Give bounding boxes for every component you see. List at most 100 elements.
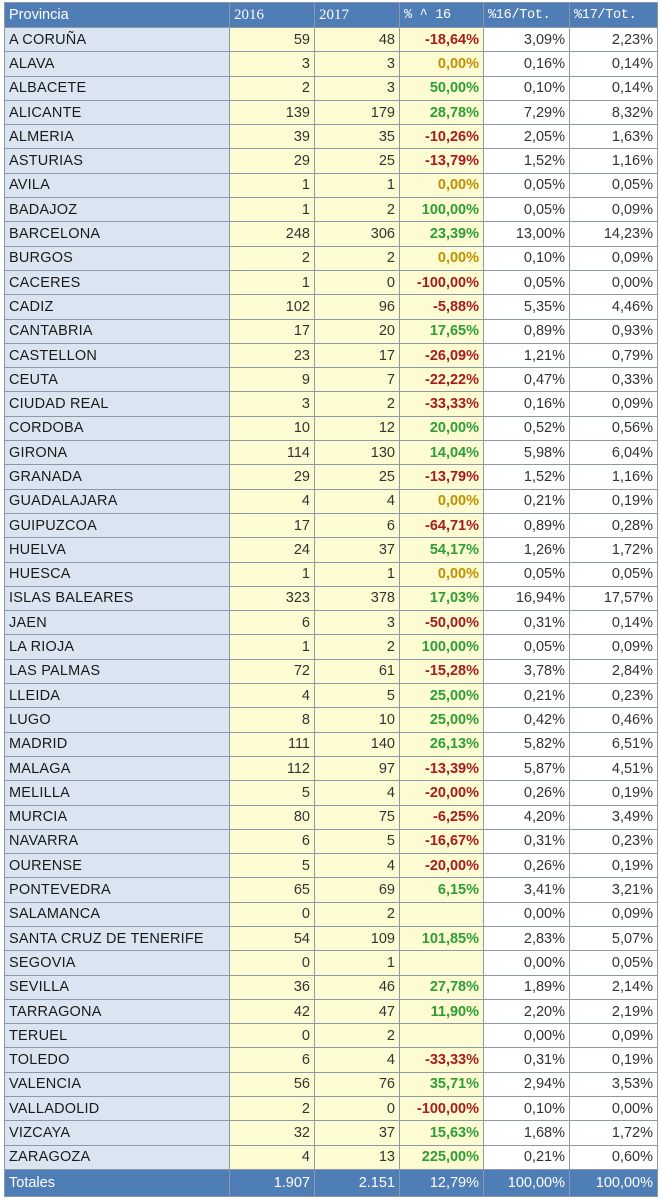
province-cell: LLEIDA xyxy=(4,683,230,709)
province-cell: SEVILLA xyxy=(4,974,230,1000)
variation-cell: 50,00% xyxy=(399,75,484,101)
province-cell: PONTEVEDRA xyxy=(4,877,230,903)
pct16-cell: 0,21% xyxy=(483,1144,570,1170)
value-2016-cell: 56 xyxy=(229,1071,315,1098)
variation-cell: 27,78% xyxy=(399,974,484,1000)
value-2017-cell: 1 xyxy=(314,950,400,976)
pct16-cell: 0,26% xyxy=(483,780,570,806)
pct16-cell: 0,31% xyxy=(483,610,570,636)
value-2016-cell: 1 xyxy=(229,172,315,199)
variation-cell: -18,64% xyxy=(399,26,484,53)
value-2017-cell: 6 xyxy=(314,512,400,539)
value-2016-cell: 24 xyxy=(229,537,315,563)
pct17-cell: 1,16% xyxy=(569,148,658,174)
value-2016-cell: 59 xyxy=(229,26,315,53)
value-2017-cell: 4 xyxy=(314,1047,400,1073)
pct17-cell: 1,63% xyxy=(569,124,658,150)
pct16-cell: 0,21% xyxy=(483,683,570,709)
pct16-cell: 0,00% xyxy=(483,901,570,927)
pct16-cell: 0,42% xyxy=(483,707,570,733)
value-2017-cell: 20 xyxy=(314,318,400,344)
pct17-cell: 1,72% xyxy=(569,1120,658,1146)
province-cell: VALLADOLID xyxy=(4,1096,230,1122)
variation-cell: 20,00% xyxy=(399,415,484,442)
province-cell: GIRONA xyxy=(4,440,230,466)
value-2017-cell: 2 xyxy=(314,197,400,223)
province-cell: NAVARRA xyxy=(4,828,230,855)
value-2017-cell: 17 xyxy=(314,342,400,369)
totals-pct17: 100,00% xyxy=(569,1168,658,1197)
province-cell: LA RIOJA xyxy=(4,634,230,660)
pct17-cell: 0,00% xyxy=(569,1096,658,1122)
variation-cell: 225,00% xyxy=(399,1144,484,1170)
pct16-cell: 0,16% xyxy=(483,391,570,417)
pct17-cell: 6,04% xyxy=(569,440,658,466)
pct17-cell: 0,60% xyxy=(569,1144,658,1170)
value-2016-cell: 5 xyxy=(229,853,315,879)
pct16-cell: 2,94% xyxy=(483,1071,570,1098)
table-row: OURENSE 5 4 -20,00% 0,26% 0,19% xyxy=(4,853,658,879)
pct17-cell: 0,00% xyxy=(569,269,658,296)
table-row: BURGOS 2 2 0,00% 0,10% 0,09% xyxy=(4,245,658,271)
pct17-cell: 0,09% xyxy=(569,901,658,927)
table-row: ALMERIA 39 35 -10,26% 2,05% 1,63% xyxy=(4,124,658,150)
variation-cell: -6,25% xyxy=(399,804,484,830)
value-2016-cell: 2 xyxy=(229,75,315,101)
pct17-cell: 0,56% xyxy=(569,415,658,442)
pct17-cell: 0,09% xyxy=(569,197,658,223)
pct17-cell: 4,51% xyxy=(569,755,658,782)
province-cell: LUGO xyxy=(4,707,230,733)
table-row: BARCELONA 248 306 23,39% 13,00% 14,23% xyxy=(4,221,658,247)
pct16-cell: 1,68% xyxy=(483,1120,570,1146)
value-2017-cell: 1 xyxy=(314,561,400,587)
pct17-cell: 0,09% xyxy=(569,1023,658,1049)
value-2016-cell: 17 xyxy=(229,512,315,539)
table-row: TOLEDO 6 4 -33,33% 0,31% 0,19% xyxy=(4,1047,658,1073)
value-2017-cell: 179 xyxy=(314,99,400,126)
province-cell: VIZCAYA xyxy=(4,1120,230,1146)
value-2017-cell: 13 xyxy=(314,1144,400,1170)
table-row: HUELVA 24 37 54,17% 1,26% 1,72% xyxy=(4,537,658,563)
value-2017-cell: 4 xyxy=(314,853,400,879)
pct17-cell: 2,84% xyxy=(569,658,658,685)
table-row: ALBACETE 2 3 50,00% 0,10% 0,14% xyxy=(4,75,658,101)
header-provincia: Provincia xyxy=(4,2,230,28)
value-2017-cell: 25 xyxy=(314,464,400,490)
province-cell: BARCELONA xyxy=(4,221,230,247)
variation-cell: 0,00% xyxy=(399,172,484,199)
variation-cell: -16,67% xyxy=(399,828,484,855)
table-row: TARRAGONA 42 47 11,90% 2,20% 2,19% xyxy=(4,998,658,1025)
table-row: SEVILLA 36 46 27,78% 1,89% 2,14% xyxy=(4,974,658,1000)
province-cell: BADAJOZ xyxy=(4,197,230,223)
province-cell: ALMERIA xyxy=(4,124,230,150)
value-2016-cell: 112 xyxy=(229,755,315,782)
variation-cell: -100,00% xyxy=(399,1096,484,1122)
value-2016-cell: 1 xyxy=(229,561,315,587)
variation-cell: -13,79% xyxy=(399,464,484,490)
province-cell: GUIPUZCOA xyxy=(4,512,230,539)
value-2016-cell: 39 xyxy=(229,124,315,150)
value-2017-cell: 46 xyxy=(314,974,400,1000)
value-2017-cell: 0 xyxy=(314,1096,400,1122)
pct17-cell: 2,14% xyxy=(569,974,658,1000)
table-row: CIUDAD REAL 3 2 -33,33% 0,16% 0,09% xyxy=(4,391,658,417)
variation-cell xyxy=(399,901,484,927)
table-row: GIRONA 114 130 14,04% 5,98% 6,04% xyxy=(4,440,658,466)
variation-cell: -26,09% xyxy=(399,342,484,369)
variation-cell: -100,00% xyxy=(399,269,484,296)
table-row: GUADALAJARA 4 4 0,00% 0,21% 0,19% xyxy=(4,488,658,514)
value-2016-cell: 4 xyxy=(229,1144,315,1170)
pct17-cell: 17,57% xyxy=(569,585,658,612)
province-cell: HUESCA xyxy=(4,561,230,587)
pct17-cell: 0,09% xyxy=(569,391,658,417)
pct17-cell: 1,16% xyxy=(569,464,658,490)
table-row: ZARAGOZA 4 13 225,00% 0,21% 0,60% xyxy=(4,1144,658,1170)
table-row: GRANADA 29 25 -13,79% 1,52% 1,16% xyxy=(4,464,658,490)
value-2016-cell: 32 xyxy=(229,1120,315,1146)
value-2017-cell: 109 xyxy=(314,925,400,952)
value-2017-cell: 378 xyxy=(314,585,400,612)
province-stats-table: Provincia 2016 2017 % ^ 16 %16/Tot. %17/… xyxy=(4,2,658,1197)
value-2017-cell: 2 xyxy=(314,1023,400,1049)
table-row: CASTELLON 23 17 -26,09% 1,21% 0,79% xyxy=(4,342,658,369)
table-row: SEGOVIA 0 1 0,00% 0,05% xyxy=(4,950,658,976)
